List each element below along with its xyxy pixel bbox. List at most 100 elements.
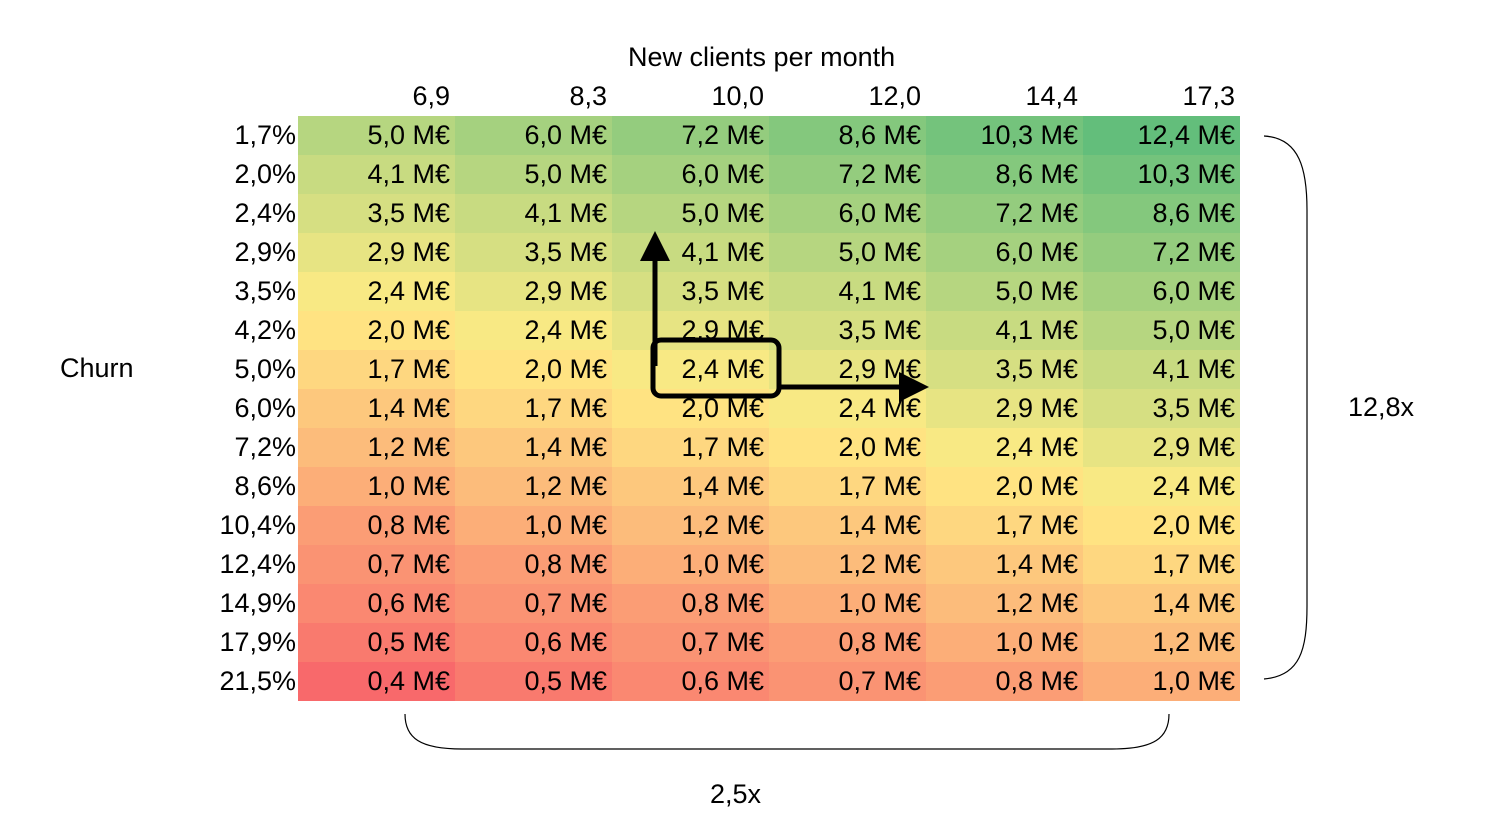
heatmap-cell: 0,6 M€	[298, 584, 455, 623]
heatmap-cell: 0,7 M€	[298, 545, 455, 584]
column-header: 10,0	[711, 81, 764, 111]
heatmap-cell: 10,3 M€	[1083, 155, 1240, 194]
heatmap-cell: 1,7 M€	[455, 389, 612, 428]
heatmap-cell: 0,5 M€	[455, 662, 612, 701]
heatmap-cell: 2,0 M€	[455, 350, 612, 389]
heatmap-cell: 1,0 M€	[298, 467, 455, 506]
heatmap-cell: 1,2 M€	[1083, 623, 1240, 662]
row-header: 5,0%	[234, 354, 296, 384]
heatmap-cell: 5,0 M€	[612, 194, 769, 233]
column-header: 6,9	[412, 81, 450, 111]
heatmap-cell: 0,7 M€	[769, 662, 926, 701]
heatmap-cell: 1,7 M€	[769, 467, 926, 506]
heatmap-cell: 4,1 M€	[1083, 350, 1240, 389]
heatmap-cell: 6,0 M€	[769, 194, 926, 233]
heatmap-cell: 0,8 M€	[769, 623, 926, 662]
heatmap-cell: 3,5 M€	[612, 272, 769, 311]
heatmap-cell: 7,2 M€	[926, 194, 1083, 233]
row-header: 2,0%	[234, 159, 296, 189]
heatmap-cell: 1,4 M€	[769, 506, 926, 545]
heatmap-cell: 2,4 M€	[455, 311, 612, 350]
column-header: 14,4	[1025, 81, 1078, 111]
heatmap-cell: 2,0 M€	[1083, 506, 1240, 545]
heatmap-cell: 3,5 M€	[1083, 389, 1240, 428]
heatmap-cell: 2,0 M€	[612, 389, 769, 428]
row-header: 2,4%	[234, 198, 296, 228]
heatmap-cell: 0,5 M€	[298, 623, 455, 662]
heatmap-cell: 3,5 M€	[926, 350, 1083, 389]
heatmap-cell: 2,9 M€	[612, 311, 769, 350]
heatmap-cell: 1,2 M€	[769, 545, 926, 584]
horizontal-multiplier-label: 2,5x	[710, 779, 762, 809]
horizontal-brace	[404, 713, 1170, 750]
heatmap-cell: 0,7 M€	[455, 584, 612, 623]
heatmap-cell: 1,7 M€	[298, 350, 455, 389]
heatmap-cell: 6,0 M€	[612, 155, 769, 194]
heatmap-cell: 1,4 M€	[926, 545, 1083, 584]
heatmap-cell: 4,1 M€	[298, 155, 455, 194]
heatmap-cell: 2,9 M€	[769, 350, 926, 389]
heatmap-cell: 2,0 M€	[769, 428, 926, 467]
heatmap-cell: 1,0 M€	[769, 584, 926, 623]
heatmap-cell: 4,1 M€	[612, 233, 769, 272]
heatmap-cell: 2,4 M€	[612, 350, 769, 389]
heatmap-cell: 5,0 M€	[1083, 311, 1240, 350]
heatmap-cell: 7,2 M€	[612, 116, 769, 155]
y-axis-title: Churn	[60, 353, 134, 383]
row-header: 21,5%	[219, 666, 296, 696]
heatmap-cell: 12,4 M€	[1083, 116, 1240, 155]
heatmap-cell: 0,6 M€	[455, 623, 612, 662]
heatmap-cell: 1,2 M€	[298, 428, 455, 467]
heatmap-cell: 6,0 M€	[455, 116, 612, 155]
heatmap-cell: 5,0 M€	[926, 272, 1083, 311]
heatmap-cell: 6,0 M€	[1083, 272, 1240, 311]
heatmap-cell: 5,0 M€	[769, 233, 926, 272]
row-header: 4,2%	[234, 315, 296, 345]
heatmap-cell: 1,0 M€	[455, 506, 612, 545]
heatmap-cell: 8,6 M€	[926, 155, 1083, 194]
heatmap-cell: 4,1 M€	[769, 272, 926, 311]
heatmap-cell: 1,7 M€	[1083, 545, 1240, 584]
heatmap-cell: 1,4 M€	[612, 467, 769, 506]
heatmap-cell: 1,7 M€	[612, 428, 769, 467]
heatmap-cell: 3,5 M€	[298, 194, 455, 233]
column-header: 12,0	[868, 81, 921, 111]
heatmap-cell: 2,0 M€	[926, 467, 1083, 506]
heatmap-cell: 0,8 M€	[926, 662, 1083, 701]
heatmap-cell: 0,7 M€	[612, 623, 769, 662]
heatmap-cell: 1,7 M€	[926, 506, 1083, 545]
row-header: 3,5%	[234, 276, 296, 306]
heatmap-cell: 0,6 M€	[612, 662, 769, 701]
heatmap-cell: 1,2 M€	[926, 584, 1083, 623]
heatmap-cell: 1,0 M€	[1083, 662, 1240, 701]
heatmap-cell: 7,2 M€	[769, 155, 926, 194]
heatmap-cell: 2,9 M€	[1083, 428, 1240, 467]
heatmap-cell: 10,3 M€	[926, 116, 1083, 155]
heatmap-cell: 2,4 M€	[1083, 467, 1240, 506]
heatmap-cell: 1,4 M€	[455, 428, 612, 467]
row-header: 8,6%	[234, 471, 296, 501]
heatmap-cell: 0,4 M€	[298, 662, 455, 701]
vertical-multiplier-label: 12,8x	[1348, 392, 1415, 422]
heatmap-cell: 6,0 M€	[926, 233, 1083, 272]
heatmap-cell: 2,9 M€	[455, 272, 612, 311]
heatmap-cell: 2,0 M€	[298, 311, 455, 350]
heatmap-cell: 8,6 M€	[769, 116, 926, 155]
column-header: 8,3	[569, 81, 607, 111]
heatmap-cell: 2,9 M€	[298, 233, 455, 272]
heatmap-cell: 2,4 M€	[769, 389, 926, 428]
heatmap-cell: 1,0 M€	[612, 545, 769, 584]
heatmap-cell: 2,9 M€	[926, 389, 1083, 428]
row-header: 7,2%	[234, 432, 296, 462]
row-header: 6,0%	[234, 393, 296, 423]
heatmap-cell: 8,6 M€	[1083, 194, 1240, 233]
heatmap-cell: 1,4 M€	[1083, 584, 1240, 623]
heatmap-cell: 2,4 M€	[298, 272, 455, 311]
row-header: 12,4%	[219, 549, 296, 579]
x-axis-title: New clients per month	[628, 42, 896, 72]
heatmap-cell: 5,0 M€	[455, 155, 612, 194]
column-header: 17,3	[1182, 81, 1235, 111]
row-header: 2,9%	[234, 237, 296, 267]
heatmap-cell: 1,2 M€	[612, 506, 769, 545]
